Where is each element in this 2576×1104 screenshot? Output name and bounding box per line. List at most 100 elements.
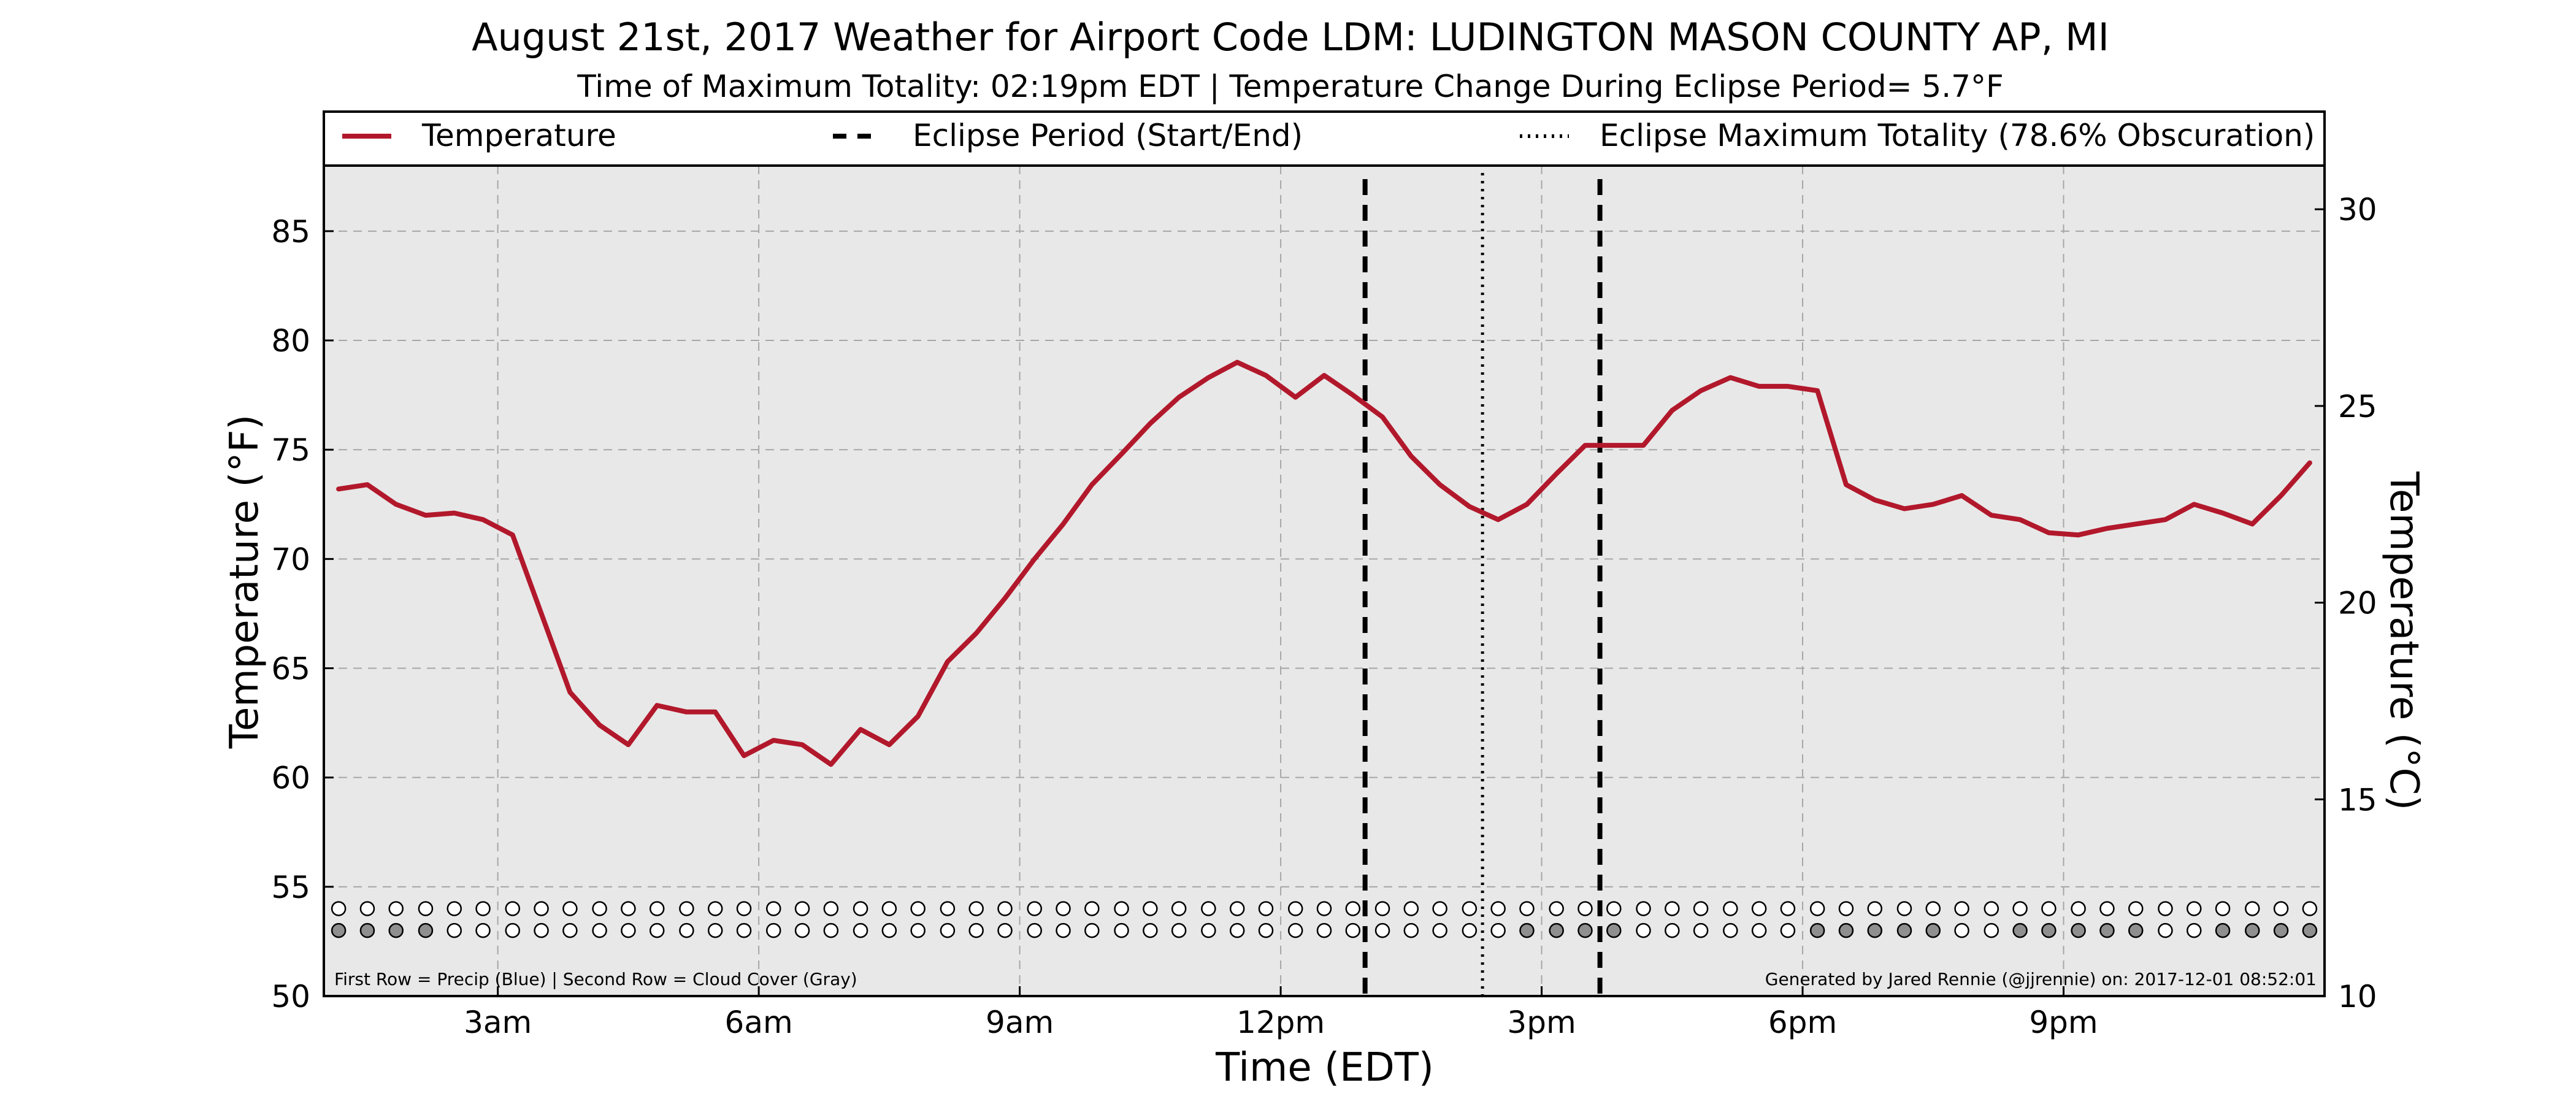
cloud-cover-marker — [1229, 922, 1245, 938]
precip-marker — [1345, 901, 1361, 916]
precip-marker — [2128, 901, 2144, 916]
precip-marker — [853, 901, 868, 916]
cloud-cover-marker — [881, 922, 897, 938]
precip-marker — [794, 901, 810, 916]
precip-marker — [359, 901, 375, 916]
cloud-cover-marker — [765, 922, 781, 938]
precip-marker — [1867, 901, 1883, 916]
precip-marker — [910, 901, 926, 916]
cloud-cover-marker — [1114, 922, 1129, 938]
precip-marker — [1984, 901, 1999, 916]
cloud-cover-marker — [707, 922, 723, 938]
precip-marker — [707, 901, 723, 916]
cloud-cover-marker — [1432, 922, 1447, 938]
precip-marker — [621, 901, 636, 916]
precip-marker — [2158, 901, 2173, 916]
precip-marker — [388, 901, 404, 916]
cloud-cover-marker — [649, 922, 665, 938]
precip-marker — [1693, 901, 1709, 916]
precip-marker — [1577, 901, 1593, 916]
precip-marker — [1549, 901, 1564, 916]
precip-marker — [1636, 901, 1651, 916]
cloud-cover-marker — [359, 922, 375, 938]
y-tick-label-left: 65 — [271, 651, 310, 687]
cloud-cover-marker — [736, 922, 752, 938]
temperature-series — [336, 359, 2312, 767]
cloud-cover-marker — [1171, 922, 1187, 938]
cloud-cover-marker — [2245, 922, 2260, 938]
precip-marker — [1027, 901, 1042, 916]
precip-marker — [940, 901, 956, 916]
cloud-cover-marker — [1606, 922, 1622, 938]
cloud-cover-marker — [2187, 922, 2202, 938]
cloud-cover-marker — [1809, 922, 1825, 938]
x-tick-label: 6am — [725, 1005, 793, 1040]
eclipse-lines — [1362, 173, 1603, 996]
cloud-cover-marker — [1462, 922, 1478, 938]
cloud-cover-marker — [1838, 922, 1854, 938]
cloud-cover-marker — [1954, 922, 1969, 938]
cloud-cover-marker — [562, 922, 578, 938]
plot-frame — [323, 110, 2326, 997]
cloud-cover-marker — [1665, 922, 1680, 938]
legend: Temperature Eclipse Period (Start/End) E… — [342, 118, 2315, 153]
x-tick-label: 3am — [464, 1005, 532, 1040]
cloud-cover-marker — [910, 922, 926, 938]
cloud-cover-marker — [1751, 922, 1767, 938]
cloud-cover-marker — [1984, 922, 1999, 938]
cloud-cover-marker — [2273, 922, 2289, 938]
cloud-cover-marker — [2215, 922, 2231, 938]
y-tick-label-right: 10 — [2338, 979, 2377, 1014]
precip-marker — [823, 901, 839, 916]
y-tick-label-left: 50 — [271, 979, 310, 1014]
chart-subtitle: Time of Maximum Totality: 02:19pm EDT | … — [577, 69, 2003, 104]
legend-label-eclipse-max: Eclipse Maximum Totality (78.6% Obscurat… — [1600, 118, 2315, 153]
precip-marker — [1403, 901, 1419, 916]
precip-marker — [1519, 901, 1535, 916]
precip-marker — [1723, 901, 1738, 916]
cloud-cover-marker — [2071, 922, 2086, 938]
precip-marker — [1432, 901, 1447, 916]
precip-marker — [418, 901, 434, 916]
cloud-cover-marker — [534, 922, 549, 938]
cloud-cover-marker — [1925, 922, 1941, 938]
temperature-line — [336, 359, 2312, 767]
y-tick-label-left: 80 — [271, 323, 310, 359]
cloud-cover-marker — [2128, 922, 2144, 938]
y-tick-label-left: 70 — [271, 542, 310, 577]
x-tick-label: 9pm — [2029, 1005, 2098, 1040]
cloud-cover-marker — [968, 922, 984, 938]
precip-marker — [736, 901, 752, 916]
cloud-cover-marker — [1027, 922, 1042, 938]
precip-marker — [997, 901, 1013, 916]
legend-label-eclipse-period: Eclipse Period (Start/End) — [913, 118, 1303, 153]
precip-marker — [765, 901, 781, 916]
precip-marker — [505, 901, 521, 916]
precip-marker — [447, 901, 462, 916]
precip-marker — [649, 901, 665, 916]
cloud-cover-marker — [621, 922, 636, 938]
precip-marker — [2302, 901, 2318, 916]
cloud-cover-marker — [997, 922, 1013, 938]
precip-marker — [1229, 901, 1245, 916]
precip-marker — [562, 901, 578, 916]
precip-marker — [1896, 901, 1912, 916]
cloud-cover-marker — [794, 922, 810, 938]
y-tick-label-right: 20 — [2338, 586, 2377, 621]
precip-marker — [2099, 901, 2115, 916]
cloud-cover-marker — [1316, 922, 1332, 938]
cloud-cover-marker — [853, 922, 868, 938]
cloud-cover-marker — [679, 922, 694, 938]
precip-marker — [1751, 901, 1767, 916]
precip-marker — [1374, 901, 1390, 916]
y-axis-label-left: Temperature (°F) — [222, 415, 267, 749]
cloud-cover-marker — [1490, 922, 1506, 938]
precip-marker — [1462, 901, 1478, 916]
cloud-cover-marker — [1693, 922, 1709, 938]
precip-marker — [1114, 901, 1129, 916]
y-tick-label-right: 15 — [2338, 782, 2377, 818]
cloud-cover-marker — [1403, 922, 1419, 938]
cloud-cover-marker — [1374, 922, 1390, 938]
precip-marker — [2071, 901, 2086, 916]
precip-marker — [2041, 901, 2057, 916]
